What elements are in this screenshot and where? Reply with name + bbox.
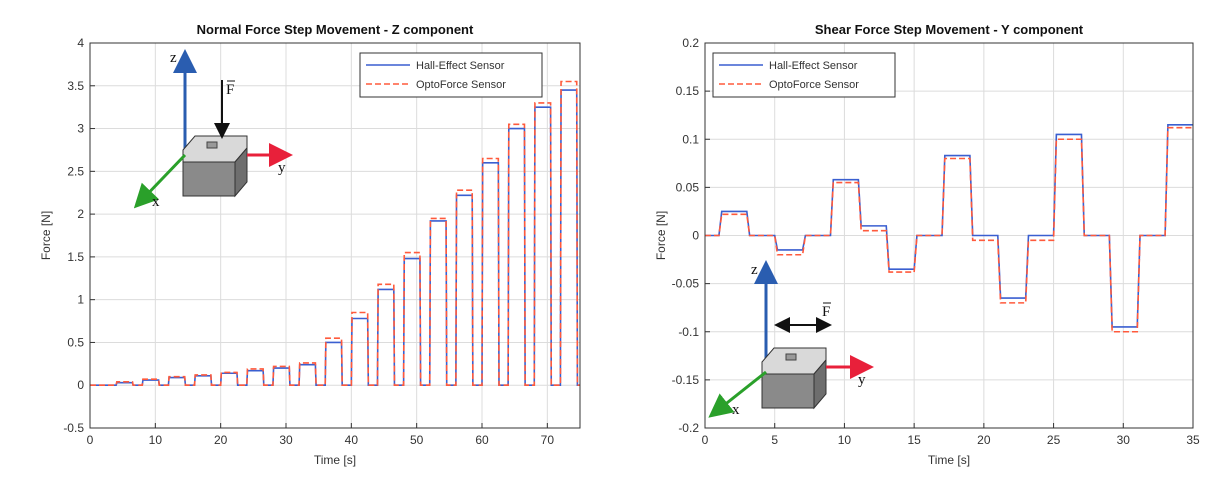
y-tick-label: 1 (77, 293, 84, 307)
y-tick-label: 2.5 (67, 164, 84, 178)
y-tick-label: 4 (77, 36, 84, 50)
icon-label: y (858, 372, 866, 388)
x-tick-label: 10 (149, 433, 163, 447)
x-tick-label: 5 (771, 433, 778, 447)
series-line (705, 126, 1193, 333)
icon-label: y (278, 160, 286, 176)
icon-sensor (785, 353, 797, 361)
y-axis-label: Force [N] (39, 211, 53, 260)
y-tick-label: 0.1 (682, 132, 699, 146)
axes-frame (704, 42, 1194, 429)
y-tick-label: 0.05 (676, 180, 700, 194)
y-tick-label: -0.05 (672, 277, 700, 291)
y-tick-label: 0 (692, 229, 699, 243)
legend-label: OptoForce Sensor (416, 79, 506, 91)
x-tick-label: 50 (410, 433, 424, 447)
icon-cube-side (813, 358, 827, 410)
icon-label: z (751, 262, 758, 278)
icon-sensor (206, 141, 218, 149)
icon-cube-front (761, 373, 815, 409)
y-tick-label: 3 (77, 122, 84, 136)
axes-frame (89, 42, 581, 429)
chart-title: Normal Force Step Movement - Z component (197, 22, 474, 37)
x-tick-label: 60 (475, 433, 489, 447)
icon-cube (761, 347, 827, 375)
x-tick-label: 0 (87, 433, 94, 447)
y-axis-label: Force [N] (654, 211, 668, 260)
icon-label: x (732, 402, 740, 418)
y-tick-label: -0.1 (678, 325, 699, 339)
y-tick-label: -0.2 (678, 421, 699, 435)
x-tick-label: 30 (1117, 433, 1131, 447)
plot-area (90, 43, 580, 428)
y-tick-label: 0 (77, 378, 84, 392)
x-axis-label: Time [s] (314, 453, 356, 467)
icon-cube (182, 135, 248, 163)
icon-x-axis (708, 370, 767, 418)
legend-label: Hall-Effect Sensor (769, 60, 858, 72)
icon-label: F (822, 304, 830, 320)
icon-label: z (170, 50, 177, 66)
x-tick-label: 20 (977, 433, 991, 447)
y-tick-label: 1.5 (67, 250, 84, 264)
y-tick-label: 0.15 (676, 84, 700, 98)
legend-box (359, 52, 543, 98)
x-tick-label: 30 (279, 433, 293, 447)
y-tick-label: 3.5 (67, 79, 84, 93)
x-tick-label: 15 (907, 433, 921, 447)
icon-cube-side (234, 146, 248, 198)
axes-icon: z Fy x (708, 260, 874, 418)
x-tick-label: 20 (214, 433, 228, 447)
x-tick-label: 25 (1047, 433, 1061, 447)
icon-label: F (226, 82, 234, 98)
y-tick-label: 2 (77, 207, 84, 221)
icon-x-axis (133, 153, 187, 209)
legend-label: Hall-Effect Sensor (416, 60, 505, 72)
axes-icon: z Fy x (133, 49, 293, 210)
x-tick-label: 10 (838, 433, 852, 447)
y-tick-label: 0.2 (682, 36, 699, 50)
icon-cube-front (182, 161, 236, 197)
x-tick-label: 70 (541, 433, 555, 447)
legend-label: OptoForce Sensor (769, 79, 859, 91)
icon-label: x (152, 194, 160, 210)
chart-title: Shear Force Step Movement - Y component (815, 22, 1084, 37)
legend-box (712, 52, 896, 98)
y-tick-label: -0.15 (672, 373, 700, 387)
x-tick-label: 35 (1186, 433, 1200, 447)
x-tick-label: 40 (345, 433, 359, 447)
y-tick-label: 0.5 (67, 335, 84, 349)
x-axis-label: Time [s] (928, 453, 970, 467)
y-tick-label: -0.5 (63, 421, 84, 435)
x-tick-label: 0 (702, 433, 709, 447)
series-line (90, 80, 580, 387)
